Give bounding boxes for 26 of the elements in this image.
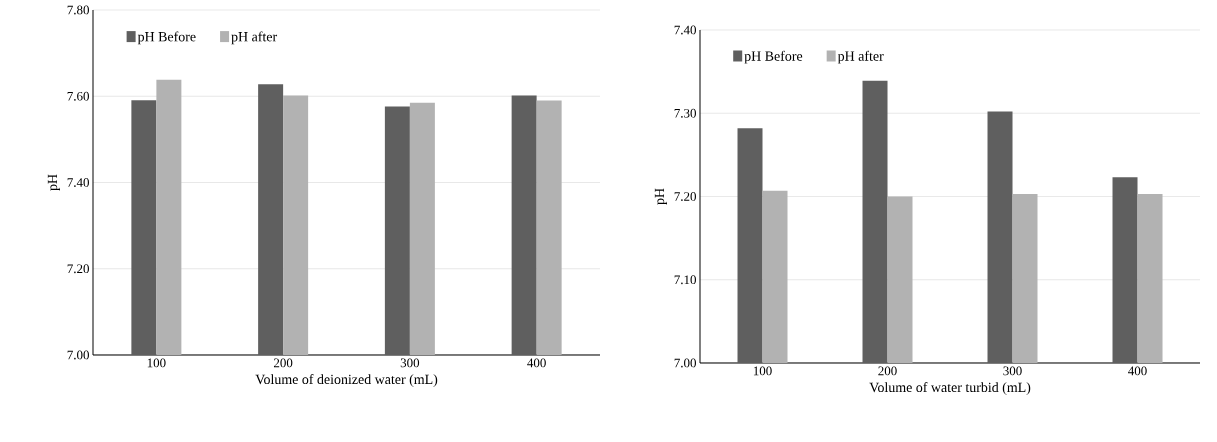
- x-tick-label: 400: [1128, 366, 1147, 376]
- y-tick-label: 7.30: [674, 108, 696, 118]
- y-tick-label: 7.40: [67, 178, 89, 187]
- x-tick-label: 200: [273, 358, 293, 368]
- y-tick-label: 7.00: [674, 358, 696, 368]
- x-tick-label: 300: [1003, 366, 1022, 376]
- y-axis-title: pH: [654, 188, 667, 205]
- y-tick-label: 7.20: [674, 192, 696, 201]
- x-axis-title: Volume of water turbid (mL): [869, 382, 1031, 395]
- x-tick-label: 100: [147, 358, 166, 368]
- y-tick-label: 7.20: [67, 264, 89, 274]
- legend-label: pH Before: [744, 50, 803, 64]
- y-tick-label: 7.10: [674, 275, 696, 285]
- x-axis-title: Volume of deionized water (mL): [255, 374, 438, 387]
- legend-label: pH after: [231, 31, 278, 45]
- y-tick-label: 7.00: [67, 350, 89, 360]
- x-tick-label: 200: [878, 366, 897, 376]
- y-tick-label: 7.80: [67, 5, 89, 15]
- x-tick-label: 400: [527, 358, 546, 368]
- legend-label: pH Before: [137, 31, 196, 45]
- y-tick-label: 7.60: [67, 91, 89, 101]
- x-tick-label: 100: [753, 366, 772, 376]
- x-tick-label: 300: [400, 358, 420, 368]
- legend-label: pH after: [837, 50, 884, 64]
- y-axis-title: pH: [47, 174, 60, 191]
- y-tick-label: 7.40: [674, 25, 696, 35]
